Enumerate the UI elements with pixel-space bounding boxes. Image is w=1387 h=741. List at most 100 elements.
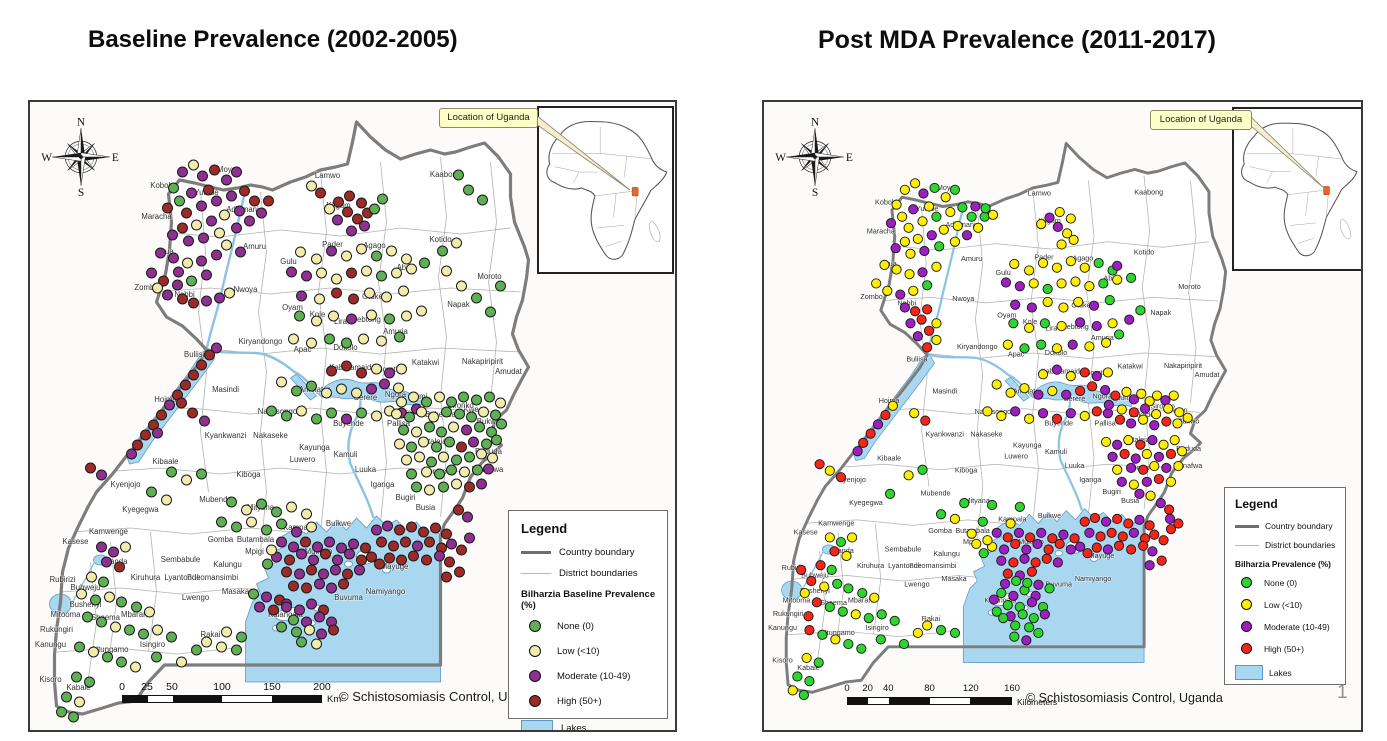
prevalence-point: [414, 451, 425, 463]
prevalence-point: [885, 218, 897, 229]
prevalence-point: [104, 591, 115, 603]
prevalence-point: [1037, 257, 1049, 269]
district-label: Hoima: [879, 396, 901, 405]
prevalence-point: [221, 239, 232, 251]
district-label: Agago: [363, 241, 386, 250]
prevalence-point: [296, 290, 307, 302]
district-label: Mbarara: [121, 610, 151, 619]
prevalence-point: [430, 522, 441, 534]
prevalence-point: [1165, 476, 1177, 487]
prevalence-point: [116, 656, 127, 668]
prevalence-point: [451, 478, 462, 490]
prevalence-point: [173, 266, 184, 278]
prevalence-point: [131, 601, 142, 613]
prevalence-point: [922, 620, 933, 631]
prevalence-point: [324, 203, 335, 215]
prevalence-point: [286, 266, 297, 278]
prevalence-point: [416, 406, 427, 418]
prevalence-point: [146, 486, 157, 498]
prevalence-point: [308, 554, 319, 566]
prevalence-point: [312, 541, 323, 553]
district-label: Kabale: [797, 663, 819, 672]
prevalence-point: [338, 578, 349, 590]
prevalence-point: [436, 426, 447, 438]
prevalence-point: [391, 408, 402, 420]
prevalence-point: [1087, 381, 1098, 392]
prevalence-point: [216, 516, 227, 528]
prevalence-point: [795, 564, 807, 575]
prevalence-point: [1089, 512, 1101, 524]
district-label: Sembabule: [885, 544, 922, 553]
prevalence-legend-title: Bilharzia Baseline Prevalence (%): [521, 589, 656, 611]
district-label: Sironko: [1150, 402, 1174, 411]
prevalence-point: [244, 215, 255, 227]
prevalence-point: [177, 222, 188, 234]
prevalence-point: [211, 342, 222, 354]
prevalence-point: [306, 380, 317, 392]
district-label: Mitooma: [783, 595, 812, 604]
prevalence-point: [158, 275, 169, 287]
prevalence-point: [476, 448, 487, 460]
district-label: Luuka: [355, 465, 377, 474]
prevalence-point: [1113, 540, 1125, 551]
high-class-swatch: [529, 695, 541, 707]
district-label: Mayuge: [1089, 551, 1115, 560]
prevalence-point: [110, 621, 121, 633]
prevalence-point: [364, 287, 375, 299]
prevalence-point: [1019, 553, 1030, 564]
district-label: Gomba: [208, 535, 234, 544]
prevalence-point: [291, 626, 302, 638]
prevalence-point: [166, 466, 177, 478]
prevalence-point: [487, 452, 498, 464]
prevalence-point: [949, 513, 961, 524]
prevalence-point: [324, 536, 335, 548]
prevalence-point: [356, 554, 367, 566]
prevalence-point: [199, 415, 210, 427]
prevalence-point: [396, 554, 407, 566]
prevalence-point: [895, 289, 906, 300]
prevalence-point: [912, 627, 923, 639]
prevalence-point: [1036, 527, 1047, 538]
prevalence-point: [1135, 439, 1146, 450]
prevalence-point: [438, 481, 449, 493]
district-label: Buliisa: [184, 350, 208, 359]
prevalence-point: [1147, 435, 1158, 446]
post-mda-map-panel: Kaabong Kotido Moroto Napak Amudat Nakapiripi…: [762, 100, 1363, 732]
district-label: Lwengo: [904, 580, 929, 589]
prevalence-point: [1128, 479, 1139, 490]
prevalence-point: [1158, 439, 1169, 450]
prevalence-point: [1070, 276, 1081, 287]
compass-rose-icon: N E S W: [775, 116, 853, 199]
district-label: Kyenjojo: [111, 480, 142, 489]
prevalence-point: [206, 215, 217, 227]
prevalence-point: [311, 315, 322, 327]
prevalence-point: [1052, 221, 1063, 232]
moderate-class-swatch: [1241, 621, 1252, 632]
prevalence-point: [306, 598, 317, 610]
prevalence-point: [899, 236, 911, 247]
district-label: Kamuli: [334, 450, 358, 459]
prevalence-point: [304, 624, 315, 636]
prevalence-point: [1126, 418, 1137, 429]
prevalence-point: [899, 302, 911, 313]
district-label: Kasese: [62, 537, 88, 546]
prevalence-point: [1054, 538, 1065, 550]
prevalence-point: [979, 211, 990, 222]
prevalence-point: [1079, 262, 1090, 273]
prevalence-point: [301, 270, 312, 282]
prevalence-point: [288, 541, 299, 553]
prevalence-point: [102, 651, 113, 663]
prevalence-point: [421, 466, 432, 478]
prevalence-point: [1144, 560, 1155, 571]
prevalence-point: [400, 536, 411, 548]
district-label: Kibaale: [877, 453, 901, 462]
prevalence-point: [987, 209, 999, 220]
district-label: Bukedea: [425, 410, 456, 419]
prevalence-point: [1141, 448, 1152, 460]
district-label: Bududa: [475, 447, 503, 456]
scale-bar: 0 25 50 100 150 200 Km: [119, 681, 341, 705]
prevalence-point: [1144, 520, 1155, 531]
district-label: Lyantonde: [888, 561, 921, 570]
prevalence-point: [396, 396, 407, 408]
district-label: Bugiri: [396, 493, 416, 502]
